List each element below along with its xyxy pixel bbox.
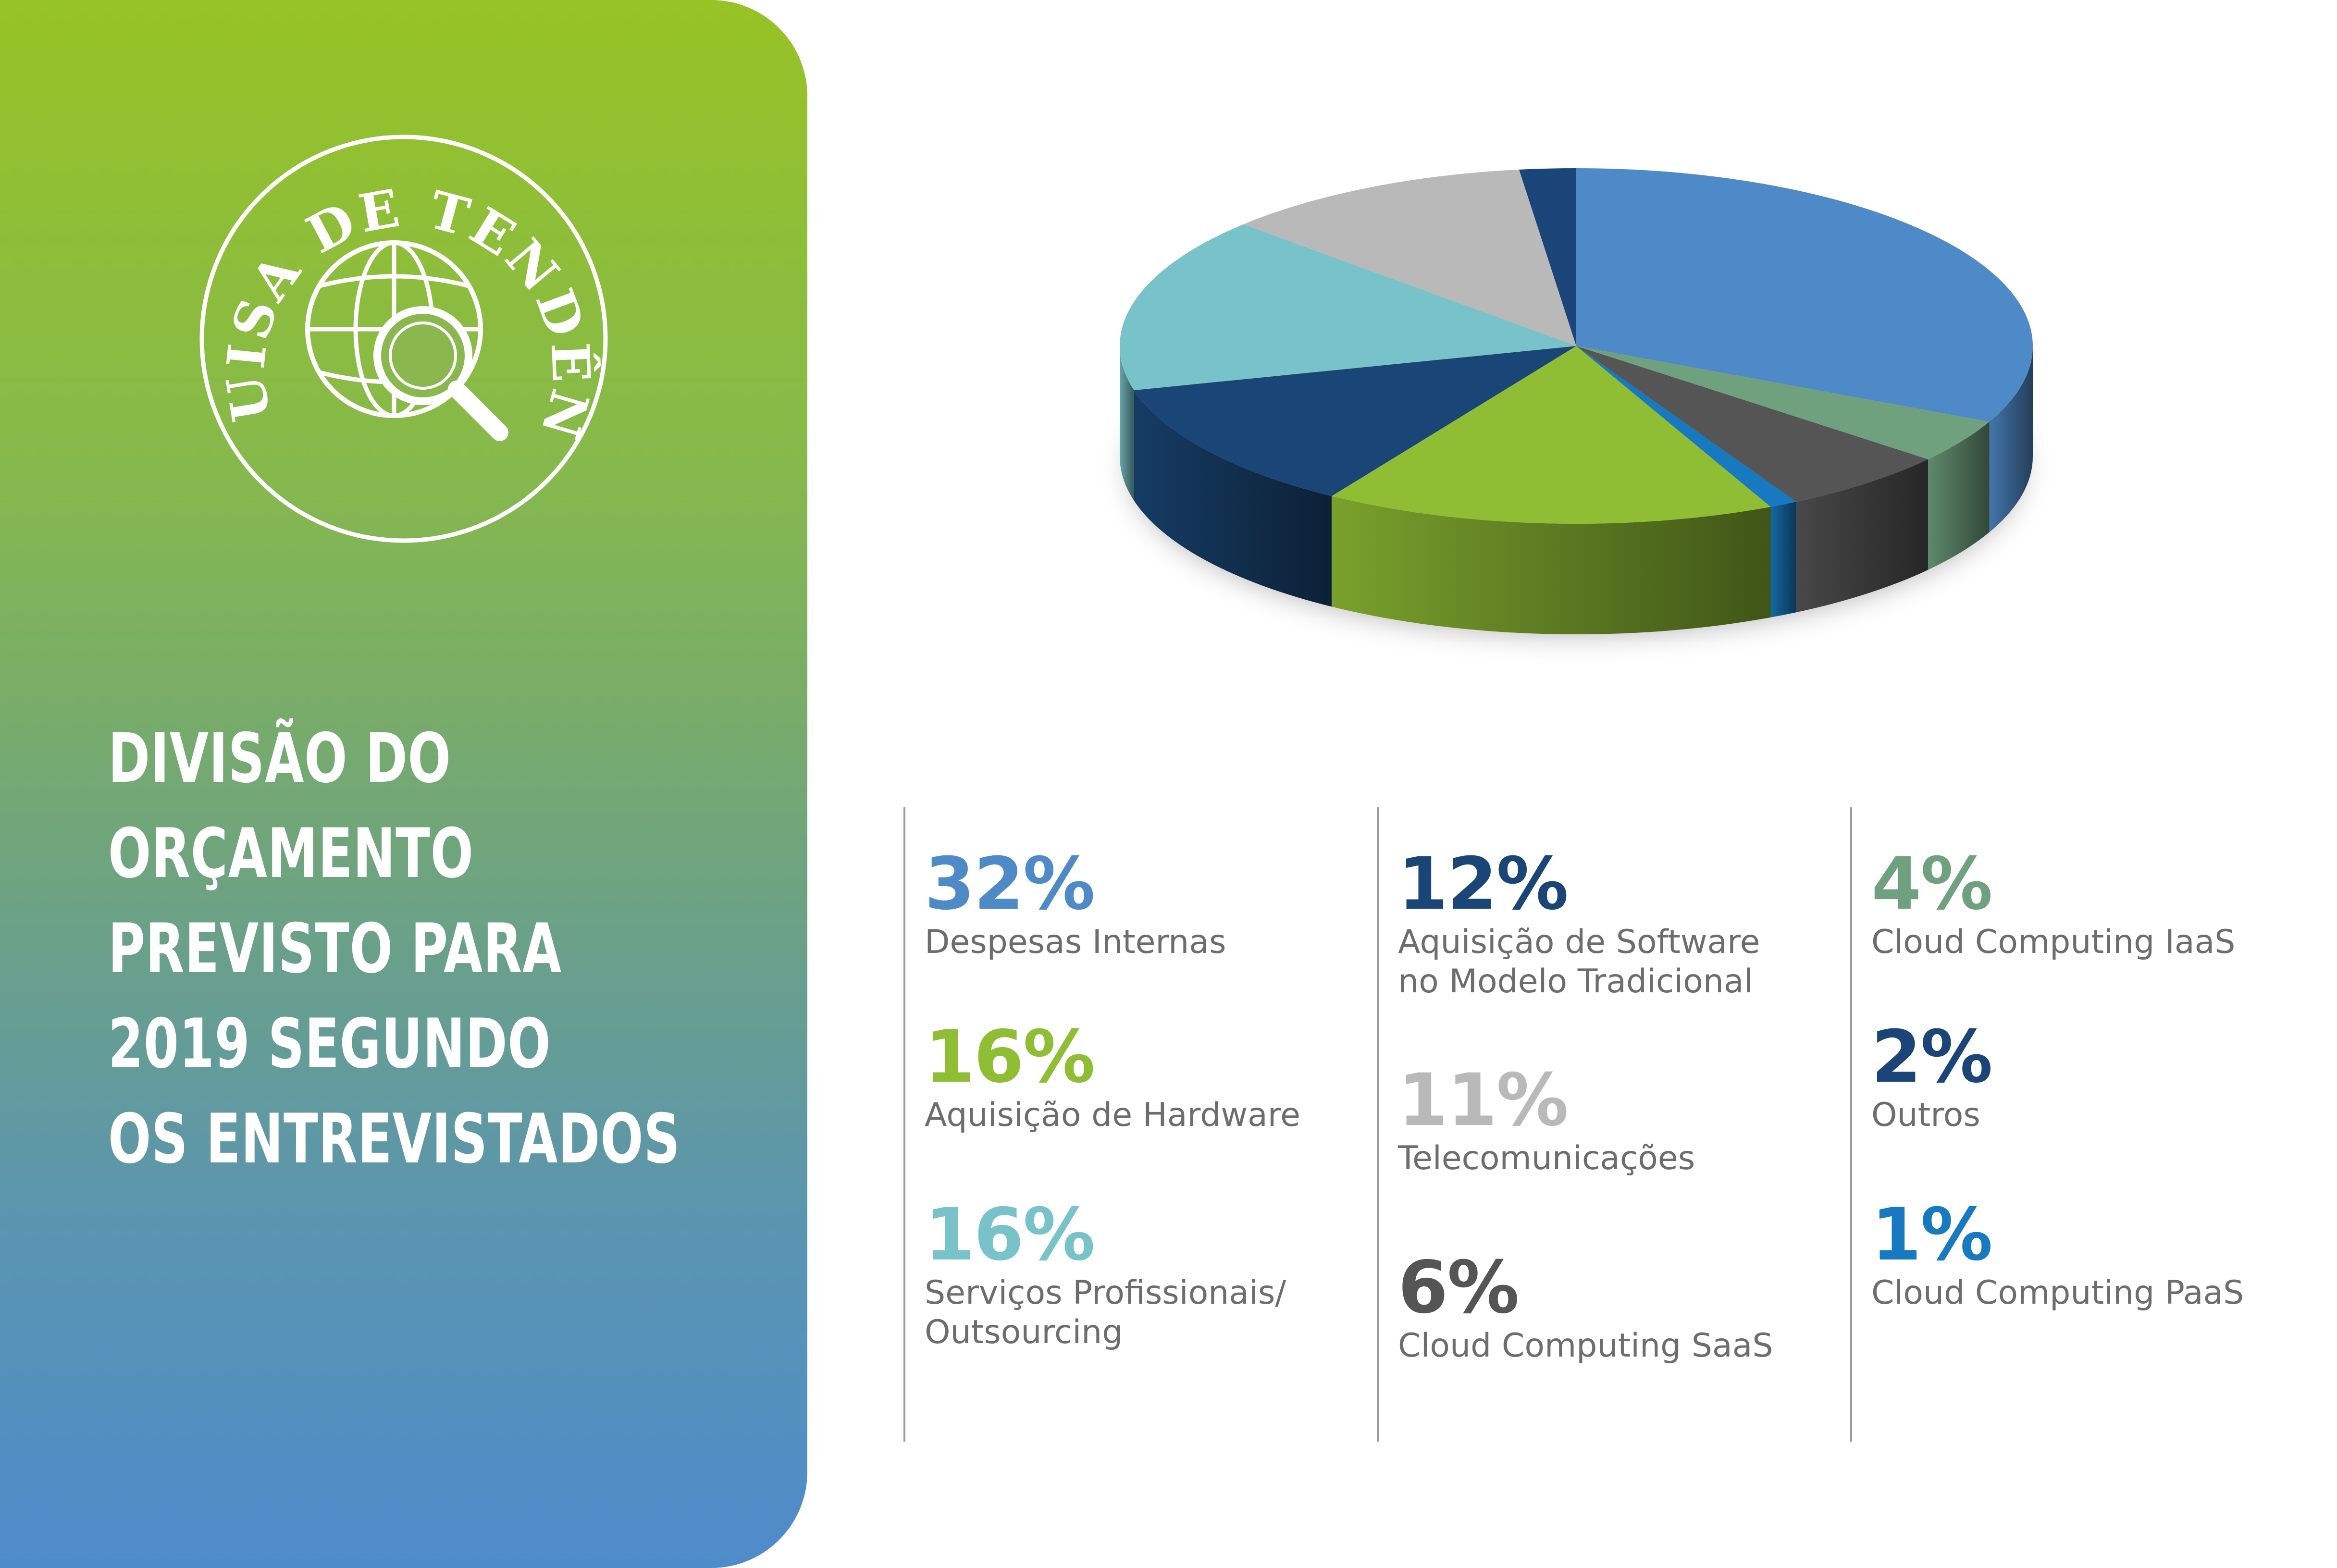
legend-label: Aquisição de Software no Modelo Tradicion… xyxy=(1398,923,1760,1000)
pie-slice xyxy=(1331,346,1771,524)
legend-percent: 16% xyxy=(925,1193,1095,1277)
title-line: PREVISTO PARA xyxy=(108,909,562,988)
legend-label: Despesas Internas xyxy=(925,923,1226,961)
pie-slice-side xyxy=(1120,346,1134,501)
legend-item-outros: 2% Outros xyxy=(1871,1015,1993,1135)
legend-label: Telecomunicações xyxy=(1398,1139,1695,1177)
pie-slice xyxy=(1576,346,1796,507)
globe-with-magnifier-icon: PESQUISA DE TENDÊNCIAS xyxy=(187,123,608,543)
title-line: DIVISÃO DO xyxy=(108,719,451,798)
legend-percent: 4% xyxy=(1871,842,1993,926)
legend-percent: 32% xyxy=(925,842,1095,926)
pie-chart xyxy=(1081,135,2071,759)
legend-item-despesas-internas: 32% Despesas Internas xyxy=(925,846,1226,962)
title-line: OS ENTREVISTADOS xyxy=(108,1099,680,1179)
title-line: 2019 SEGUNDO xyxy=(108,1004,551,1084)
legend-column-1: 32% Despesas Internas 16% Aquisição de H… xyxy=(903,807,1376,1442)
legend-percent: 1% xyxy=(1871,1193,1993,1277)
title-line: ORÇAMENTO xyxy=(108,814,474,893)
legend-percent: 12% xyxy=(1398,842,1569,926)
pie-slice-side xyxy=(1134,390,1332,607)
legend-percent: 2% xyxy=(1871,1015,1993,1099)
pie-slice xyxy=(1576,346,1928,502)
legend-percent: 16% xyxy=(925,1015,1095,1099)
pie-slice xyxy=(1519,168,1576,346)
pie-slice-side xyxy=(1796,459,1928,613)
legend-percent: 6% xyxy=(1398,1246,1520,1330)
legend-column-3: 4% Cloud Computing IaaS 2% Outros 1% Clo… xyxy=(1850,807,2323,1442)
legend-item-cloud-paas: 1% Cloud Computing PaaS xyxy=(1871,1197,2244,1313)
legend-label: Outros xyxy=(1871,1096,1980,1134)
survey-badge: PESQUISA DE TENDÊNCIAS xyxy=(187,123,620,555)
legend-item-aquisicao-hardware: 16% Aquisição de Hardware xyxy=(925,1019,1300,1135)
legend-item-aquisicao-software: 12% Aquisição de Software no Modelo Tradi… xyxy=(1398,846,1760,1001)
title-panel: PESQUISA DE TENDÊNCIAS DIVISÃO DO ORÇAME… xyxy=(0,0,807,1568)
pie-slice-side xyxy=(1989,346,2033,532)
legend-item-cloud-iaas: 4% Cloud Computing IaaS xyxy=(1871,846,2235,962)
legend-item-cloud-saas: 6% Cloud Computing SaaS xyxy=(1398,1249,1773,1366)
chart-title: DIVISÃO DO ORÇAMENTO PREVISTO PARA 2019 … xyxy=(108,711,680,1187)
legend-item-telecomunicacoes: 11% Telecomunicações xyxy=(1398,1062,1695,1178)
pie-slice xyxy=(1576,168,2033,422)
pie-slice-side xyxy=(1770,502,1796,617)
legend-label: Cloud Computing SaaS xyxy=(1398,1327,1773,1365)
pie-chart-svg xyxy=(1120,168,2033,635)
legend-percent: 11% xyxy=(1398,1059,1569,1142)
pie-slice xyxy=(1243,169,1576,346)
pie-slice xyxy=(1120,224,1576,391)
pie-slice xyxy=(1134,346,1576,496)
legend-label: Aquisição de Hardware xyxy=(925,1096,1300,1134)
legend-item-servicos-profissionais: 16% Serviços Profissionais/Outsourcing xyxy=(925,1197,1286,1352)
legend-label: Serviços Profissionais/Outsourcing xyxy=(925,1274,1286,1351)
legend-label: Cloud Computing PaaS xyxy=(1871,1274,2244,1312)
legend-column-2: 12% Aquisição de Software no Modelo Tradi… xyxy=(1377,807,1850,1442)
pie-slice-side xyxy=(1331,496,1771,634)
pie-slice-side xyxy=(1928,421,1990,570)
legend-label: Cloud Computing IaaS xyxy=(1871,923,2236,961)
pie-slice xyxy=(1576,346,1990,459)
